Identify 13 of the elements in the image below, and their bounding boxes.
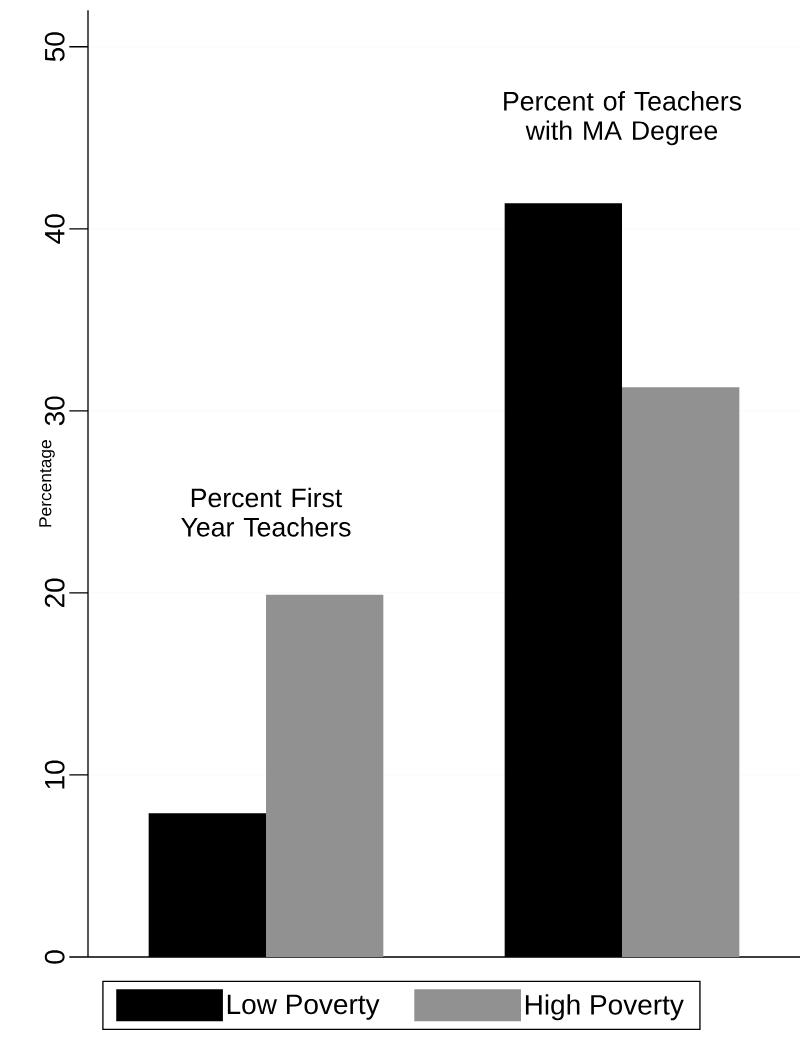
y-tick-label: 0	[44, 950, 65, 964]
x-tick-label: Percent of Teachers with MA Degree	[504, 91, 742, 146]
bar	[622, 387, 740, 957]
y-axis-title: Percentage	[39, 440, 55, 527]
legend-label: Low Poverty	[228, 994, 380, 1020]
x-tick-label: Percent First Year Teachers	[181, 487, 351, 537]
y-tick-label: 40	[44, 214, 65, 244]
y-tick-label: 50	[44, 32, 65, 62]
bar	[266, 594, 384, 957]
y-tick-label: 10	[44, 760, 65, 789]
legend-label: High Poverty	[526, 994, 684, 1021]
y-tick-label: 20	[44, 578, 65, 608]
y-tick-label: 30	[44, 396, 65, 426]
